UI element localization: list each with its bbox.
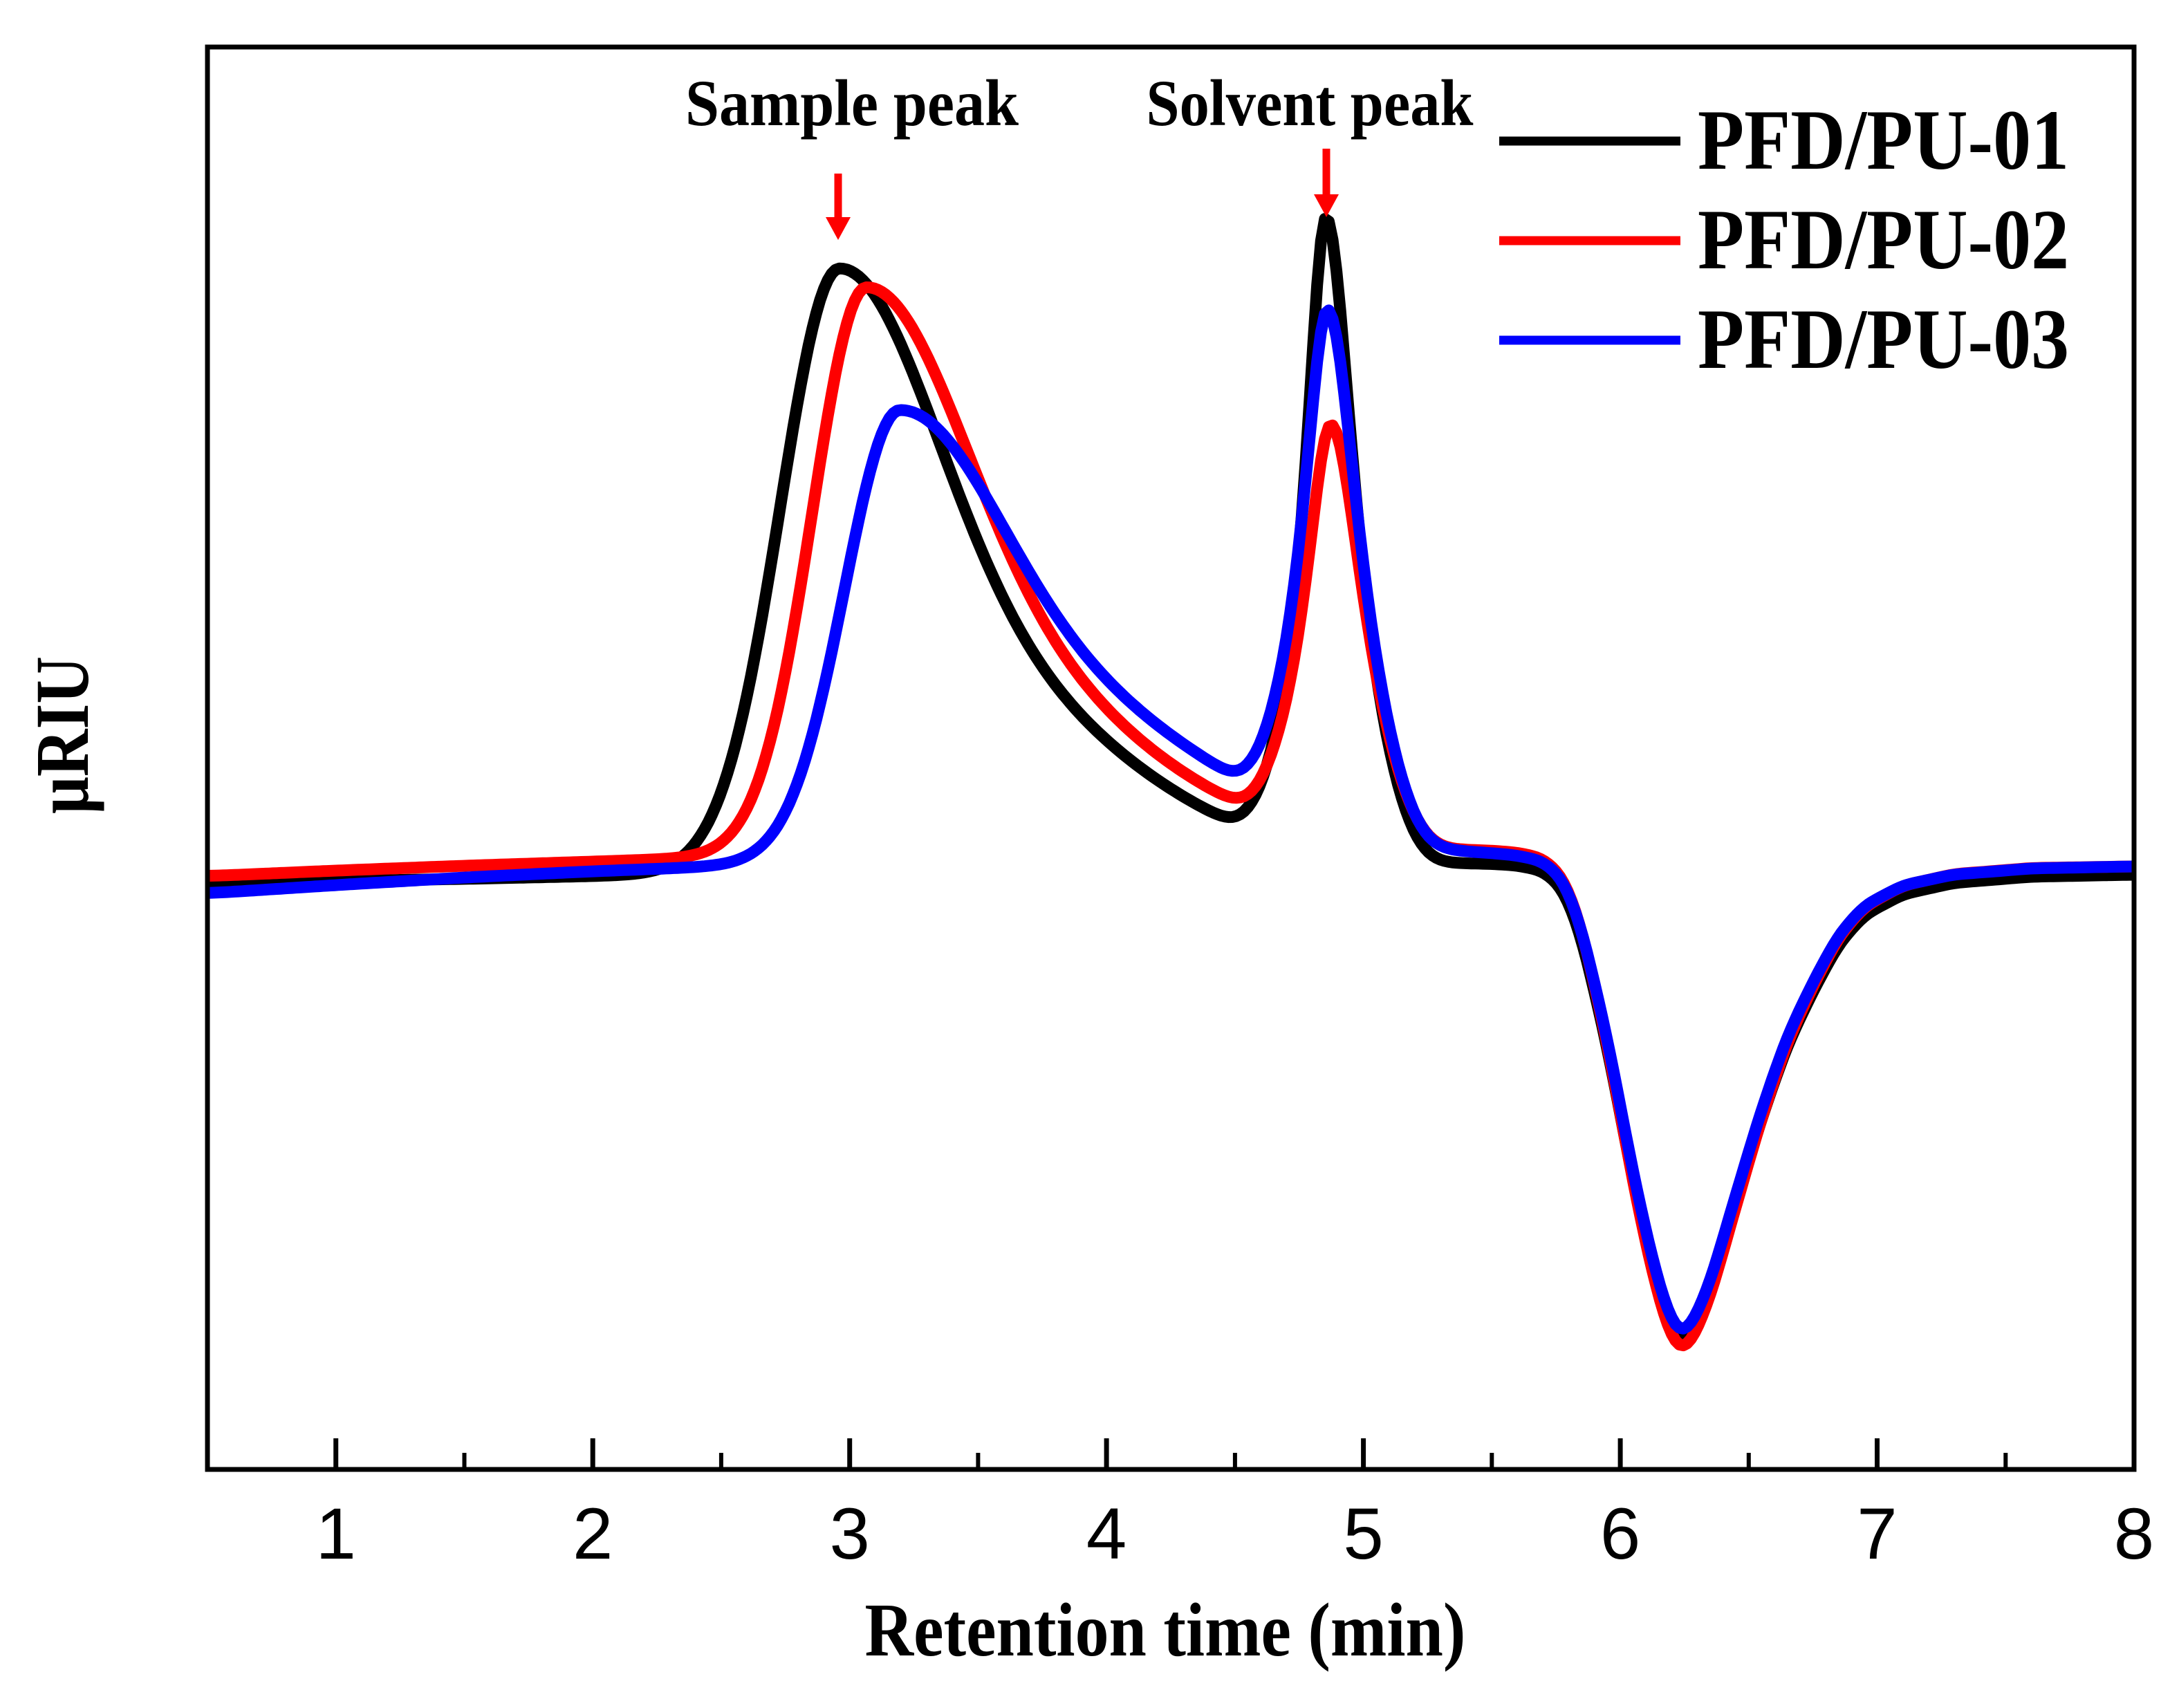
- svg-text:4: 4: [1086, 1494, 1126, 1575]
- svg-text:3: 3: [829, 1494, 869, 1575]
- svg-text:7: 7: [1857, 1494, 1897, 1575]
- svg-text:8: 8: [2114, 1494, 2154, 1575]
- svg-text:Retention time (min): Retention time (min): [865, 1588, 1466, 1672]
- svg-text:Sample peak: Sample peak: [685, 66, 1019, 140]
- svg-text:Solvent peak: Solvent peak: [1147, 66, 1474, 140]
- svg-text:1: 1: [315, 1494, 355, 1575]
- svg-text:PFD/PU-02: PFD/PU-02: [1698, 192, 2069, 287]
- svg-text:5: 5: [1343, 1494, 1383, 1575]
- svg-text:PFD/PU-03: PFD/PU-03: [1698, 292, 2069, 387]
- svg-text:μRIU: μRIU: [20, 656, 104, 814]
- svg-text:6: 6: [1600, 1494, 1640, 1575]
- svg-text:PFD/PU-01: PFD/PU-01: [1698, 93, 2069, 187]
- svg-text:2: 2: [573, 1494, 613, 1575]
